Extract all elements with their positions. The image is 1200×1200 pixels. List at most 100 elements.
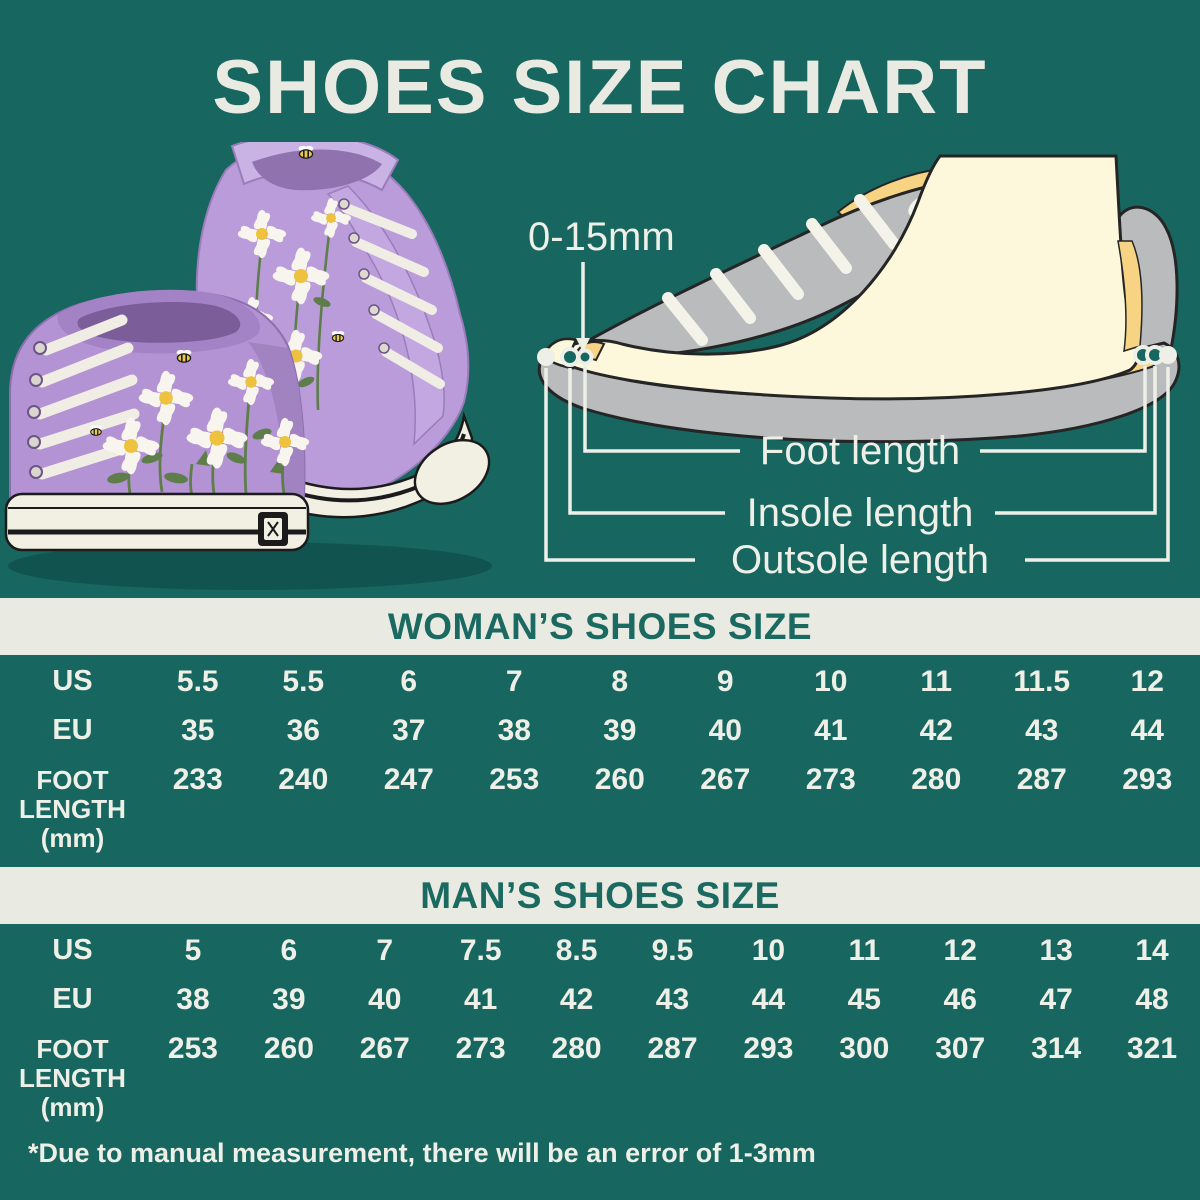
front-embroidery [89, 349, 310, 497]
size-value: 287 [1016, 763, 1067, 796]
size-value: 5 [184, 934, 202, 967]
size-value: 43 [1025, 714, 1059, 747]
rear-laces [341, 203, 445, 389]
measurement-dots [537, 345, 1177, 367]
row-label: US [52, 665, 93, 697]
size-value: 44 [751, 983, 786, 1016]
sneakers-photo [4, 142, 492, 590]
size-value: 41 [463, 983, 498, 1016]
size-value: 41 [814, 714, 848, 747]
size-value: 42 [919, 714, 953, 747]
table-row: FOOT LENGTH (mm) 233 240 247 253 260 267 273 280 28… [0, 762, 1200, 853]
size-value: 40 [368, 983, 402, 1016]
size-value: 9 [716, 665, 734, 698]
size-value: 40 [708, 714, 742, 747]
size-value: 13 [1039, 934, 1073, 967]
size-value: 36 [286, 714, 320, 747]
size-value: 253 [167, 1032, 218, 1065]
size-value: 6 [280, 934, 298, 967]
size-value: 10 [814, 665, 848, 698]
size-value: 314 [1031, 1032, 1082, 1065]
size-value: 44 [1130, 714, 1164, 747]
size-value: 5.5 [282, 665, 325, 698]
size-value: 38 [176, 983, 210, 1016]
size-value: 42 [559, 983, 594, 1016]
size-value: 233 [172, 763, 223, 796]
size-value: 12 [1130, 665, 1164, 698]
size-value: 8.5 [555, 934, 598, 967]
bracket-lines [544, 366, 1170, 562]
size-value: 8 [611, 665, 629, 698]
size-value: 7 [505, 665, 523, 698]
size-value: 307 [935, 1032, 986, 1065]
row-label: US [52, 934, 93, 966]
sneakers-shadow [8, 542, 492, 590]
rear-eyelets [338, 198, 390, 354]
size-value: 240 [278, 763, 329, 796]
insole-length-label: Insole length [747, 491, 974, 535]
table-row: EU 35 36 37 38 39 40 41 42 43 44 [0, 713, 1200, 748]
size-value: 7 [376, 934, 394, 967]
hero-section: 0-15mm F [0, 128, 1200, 598]
size-value: 37 [392, 714, 426, 747]
mens-section: MAN’S SHOES SIZE US 5 6 7 7.5 8.5 9.5 10 11 12 13 1… [0, 867, 1200, 1122]
shoe-laces [662, 194, 900, 346]
table-row: EU 38 39 40 41 42 43 44 45 46 47 48 [0, 982, 1200, 1017]
size-value: 293 [1122, 763, 1173, 796]
size-value: 12 [943, 934, 977, 967]
row-label: FOOT LENGTH (mm) [19, 765, 126, 853]
size-value: 47 [1039, 983, 1073, 1016]
size-value: 11.5 [1013, 665, 1071, 698]
table-row: US 5.5 5.5 6 7 8 9 10 11 11.5 12 [0, 664, 1200, 699]
size-value: 39 [272, 983, 306, 1016]
table-row: US 5 6 7 7.5 8.5 9.5 10 11 12 13 14 [0, 933, 1200, 968]
size-value: 14 [1135, 934, 1169, 967]
size-value: 11 [920, 665, 953, 698]
foot-length-label: Foot length [760, 429, 960, 473]
row-label: FOOT LENGTH (mm) [19, 1034, 126, 1122]
womens-size-table: US 5.5 5.5 6 7 8 9 10 11 11.5 12 EU 35 36 37 38 39 40 41 42… [0, 664, 1200, 853]
mens-table-title: MAN’S SHOES SIZE [0, 867, 1200, 924]
size-value: 273 [805, 763, 856, 796]
page-title: SHOES SIZE CHART [212, 45, 988, 130]
size-value: 267 [700, 763, 751, 796]
size-value: 287 [647, 1032, 698, 1065]
front-laces [34, 314, 143, 480]
measurement-labels: Foot length Insole length Outsole length [731, 429, 989, 582]
size-value: 267 [359, 1032, 410, 1065]
outsole-length-label: Outsole length [731, 538, 989, 582]
size-value: 46 [943, 983, 977, 1016]
row-label: EU [52, 714, 93, 746]
size-value: 247 [383, 763, 434, 796]
size-value: 6 [400, 665, 418, 698]
size-value: 300 [839, 1032, 890, 1065]
size-value: 48 [1135, 983, 1169, 1016]
size-value: 253 [489, 763, 540, 796]
size-value: 5.5 [176, 665, 219, 698]
size-value: 321 [1127, 1032, 1178, 1065]
size-value: 293 [743, 1032, 794, 1065]
size-value: 280 [551, 1032, 602, 1065]
size-value: 39 [603, 714, 637, 747]
size-value: 260 [263, 1032, 314, 1065]
table-row: FOOT LENGTH (mm) 253 260 267 273 280 287 293 300 30… [0, 1031, 1200, 1122]
size-value: 9.5 [651, 934, 694, 967]
size-value: 280 [911, 763, 962, 796]
size-value: 7.5 [459, 934, 502, 967]
gap-label: 0-15mm [528, 215, 675, 259]
womens-table-title: WOMAN’S SHOES SIZE [0, 598, 1200, 655]
front-sneaker [4, 289, 310, 552]
size-value: 38 [497, 714, 531, 747]
size-value: 10 [751, 934, 786, 967]
womens-section: WOMAN’S SHOES SIZE US 5.5 5.5 6 7 8 9 10 11 11.5 1… [0, 598, 1200, 853]
size-value: 43 [655, 983, 690, 1016]
size-value: 45 [847, 983, 881, 1016]
foot-diagram: 0-15mm F [528, 154, 1181, 582]
size-value: 260 [594, 763, 645, 796]
size-value: 35 [181, 714, 215, 747]
footnote: *Due to manual measurement, there will b… [28, 1138, 816, 1168]
row-label: EU [52, 983, 93, 1015]
size-value: 273 [455, 1032, 506, 1065]
size-value: 11 [848, 934, 881, 967]
